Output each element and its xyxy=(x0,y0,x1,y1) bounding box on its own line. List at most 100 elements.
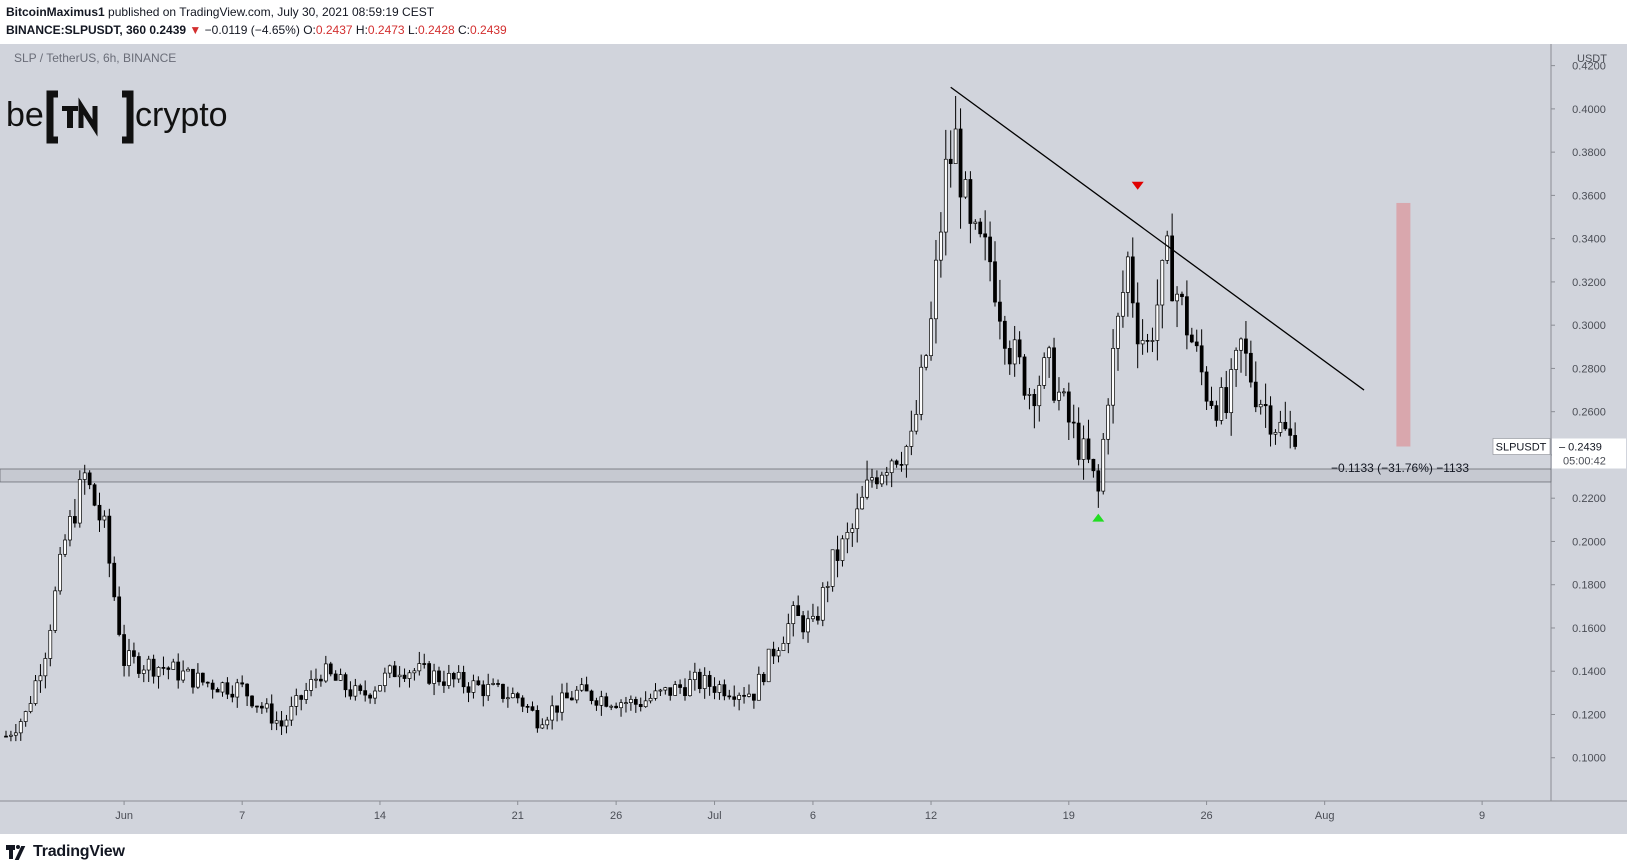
candle xyxy=(245,683,249,706)
price-change: −0.0119 (−4.65%) xyxy=(204,23,300,37)
candle xyxy=(161,656,166,676)
candle xyxy=(1219,377,1224,425)
candle-body-up xyxy=(648,697,653,702)
candle-body-up xyxy=(1239,338,1243,351)
candle xyxy=(18,718,23,741)
price-tick-label: 0.3400 xyxy=(1572,234,1606,246)
candle-body-down xyxy=(1185,296,1189,336)
candle xyxy=(122,624,126,677)
candle xyxy=(629,695,633,711)
candle-body-up xyxy=(860,496,865,510)
candle xyxy=(200,672,205,686)
time-tick-label: 21 xyxy=(512,810,524,822)
logo-i-icon xyxy=(67,106,73,128)
price-range-bar xyxy=(1396,202,1411,447)
candle xyxy=(786,613,791,654)
candle-body-up xyxy=(609,705,614,708)
candle-body-up xyxy=(1155,304,1160,341)
candle xyxy=(673,680,678,696)
candle xyxy=(378,685,382,692)
candle xyxy=(638,697,643,712)
chart-container[interactable]: SLP / TetherUS, 6h, BINANCE USDT be cryp… xyxy=(0,44,1627,834)
candle xyxy=(1288,410,1293,449)
price-tick-label: 0.3200 xyxy=(1572,277,1606,289)
candle xyxy=(535,705,540,733)
candle xyxy=(368,693,372,704)
candle xyxy=(274,711,279,731)
candle-body-up xyxy=(274,720,279,724)
candle xyxy=(304,682,309,704)
candle-body-up xyxy=(560,692,564,713)
candle-body-down xyxy=(402,674,407,679)
candle-body-down xyxy=(638,704,643,708)
candle xyxy=(259,702,264,714)
candle-body-up xyxy=(196,672,200,688)
candle xyxy=(1121,270,1125,328)
candle-body-down xyxy=(1130,256,1135,304)
symbol-interval[interactable]: BINANCE:SLPUSDT, 360 xyxy=(6,23,147,37)
candle xyxy=(1268,396,1273,447)
candle xyxy=(835,535,840,578)
candle xyxy=(579,677,584,692)
time-tick-label: 14 xyxy=(374,810,386,822)
candle-body-up xyxy=(879,474,884,485)
candle-body-up xyxy=(314,678,318,681)
candle-body-up xyxy=(382,672,387,686)
candle-body-up xyxy=(387,665,392,674)
candlestick-chart[interactable]: SLP / TetherUS, 6h, BINANCE USDT be cryp… xyxy=(0,44,1627,834)
candle xyxy=(58,546,62,595)
candle xyxy=(894,459,899,468)
candle xyxy=(983,210,988,261)
candle xyxy=(407,669,412,688)
candle-body-down xyxy=(752,693,756,701)
candle-body-up xyxy=(953,128,958,164)
candle-body-down xyxy=(392,665,397,678)
candle xyxy=(599,690,604,716)
candle xyxy=(235,678,240,708)
candle-body-down xyxy=(132,650,136,657)
candle xyxy=(87,470,92,490)
candle xyxy=(1052,337,1056,404)
candle-body-up xyxy=(38,675,43,682)
candle-body-up xyxy=(264,703,269,709)
time-axis[interactable]: Jun 7 14 21 26 Jul 6 12 19 26 Aug 9 xyxy=(115,801,1485,822)
candle-body-down xyxy=(1194,341,1199,347)
candle-body-up xyxy=(397,674,402,678)
time-tick-label: 19 xyxy=(1063,810,1075,822)
candle xyxy=(850,523,855,547)
candle xyxy=(875,470,879,489)
candle xyxy=(574,685,579,704)
candle xyxy=(943,129,948,256)
candle xyxy=(1145,333,1150,353)
candle xyxy=(865,460,869,500)
candle xyxy=(1224,370,1229,419)
candle xyxy=(776,647,781,663)
tradingview-logo[interactable]: TradingView xyxy=(6,843,125,861)
author-name[interactable]: BitcoinMaximus1 xyxy=(6,5,105,19)
candle-body-down xyxy=(899,464,904,466)
symbol-tag-label: SLPUSDT xyxy=(1496,442,1547,454)
tradingview-logo-icon xyxy=(6,845,28,860)
candle xyxy=(525,704,530,713)
candle xyxy=(993,241,997,307)
candle xyxy=(63,534,67,558)
candle xyxy=(1239,337,1243,373)
candle xyxy=(486,673,491,701)
candle-body-down xyxy=(761,673,766,683)
candle xyxy=(1150,327,1155,353)
candle xyxy=(899,451,904,472)
candle xyxy=(171,658,176,670)
low-label: L: xyxy=(407,23,418,37)
candle-body-down xyxy=(594,700,599,706)
candle xyxy=(584,676,589,692)
candle-body-down xyxy=(530,706,535,711)
candle-body-up xyxy=(446,673,451,686)
candle-body-up xyxy=(963,179,968,198)
candle-body-up xyxy=(1160,260,1165,306)
candle xyxy=(1209,386,1214,409)
candle xyxy=(879,471,884,487)
candle xyxy=(73,498,77,528)
candle xyxy=(437,666,441,686)
candle-body-down xyxy=(742,694,746,697)
candle-body-up xyxy=(579,684,584,691)
